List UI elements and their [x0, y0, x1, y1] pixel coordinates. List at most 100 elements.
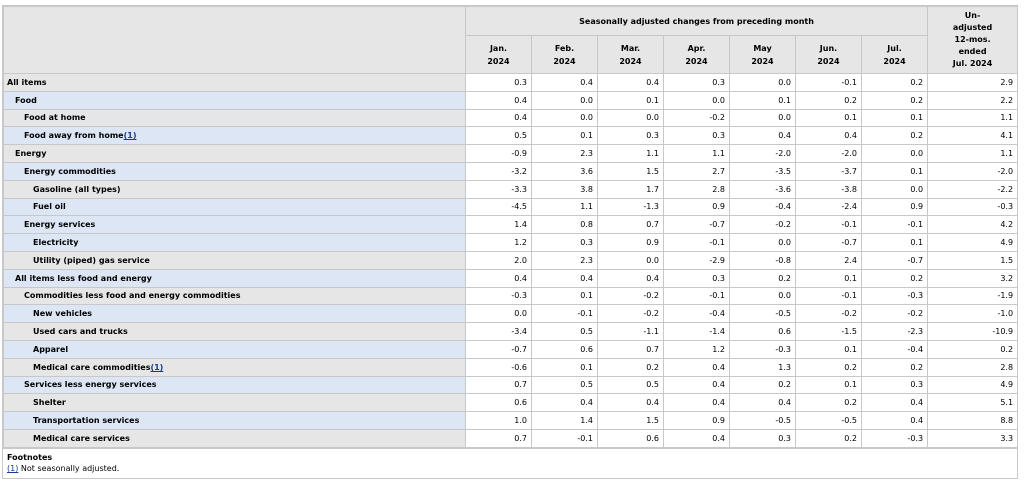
cell-monthly-change: -0.1: [663, 233, 730, 252]
cell-monthly-change: -0.7: [663, 215, 730, 235]
row-label: New vehicles: [3, 304, 466, 324]
cell-monthly-change: 0.0: [663, 90, 730, 110]
table-row: Fuel oil -4.5 1.1 -1.3 0.9 -0.4 -2.4 0.9 -0.3: [3, 197, 1019, 217]
cell-monthly-change: 0.0: [597, 250, 664, 270]
table-row: Food 0.4 0.0 0.1 0.0 0.1 0.2 0.2 2.2: [3, 90, 1019, 110]
table-row: Medical care services 0.7 -0.1 0.6 0.4 0.3 0.2…: [3, 428, 1019, 448]
table-row: Gasoline (all types) -3.3 3.8 1.7 2.8 -3.6 -3.…: [3, 179, 1019, 199]
unadjusted-header: Un- adjusted 12-mos. ended Jul. 2024: [927, 6, 1019, 74]
cell-monthly-change: 1.7: [597, 179, 664, 199]
cell-monthly-change: 0.3: [663, 268, 730, 288]
footnote-text: Not seasonally adjusted.: [18, 463, 120, 473]
cell-monthly-change: -1.3: [597, 197, 664, 217]
row-label-text: Utility (piped) gas service: [33, 255, 150, 265]
cell-monthly-change: -0.2: [597, 286, 664, 306]
cell-monthly-change: -0.3: [860, 428, 929, 448]
header-corner: [3, 6, 466, 74]
footnotes-section: Footnotes (1) Not seasonally adjusted.: [3, 447, 1017, 478]
cell-monthly-change: -0.2: [729, 215, 796, 235]
row-label-text: Food: [15, 95, 37, 105]
cell-monthly-change: -0.5: [729, 304, 796, 324]
cell-monthly-change: 0.3: [465, 73, 532, 92]
cell-unadjusted: 2.2: [927, 90, 1019, 110]
row-label-text: Energy: [15, 149, 47, 159]
table-row: All items 0.3 0.4 0.4 0.3 0.0 -0.1 0.2 2.9: [3, 73, 1019, 92]
cell-monthly-change: 0.4: [729, 126, 796, 146]
row-label: Commodities less food and energy commodi…: [3, 286, 466, 306]
cell-monthly-change: 0.7: [597, 339, 664, 359]
footnote-ref-link[interactable]: (1): [150, 362, 164, 372]
cell-monthly-change: 0.5: [531, 322, 598, 341]
table-row: Food away from home(1) 0.5 0.1 0.3 0.3 0.4 0.4…: [3, 126, 1019, 146]
cell-monthly-change: 0.1: [729, 90, 796, 110]
row-label-text: Commodities less food and energy commodi…: [24, 291, 241, 301]
cell-monthly-change: 0.1: [860, 161, 929, 181]
row-label-text: New vehicles: [33, 309, 93, 319]
row-label: Food away from home(1): [3, 126, 466, 146]
row-label: Energy commodities: [3, 161, 466, 181]
cell-monthly-change: -0.1: [860, 215, 929, 235]
row-label: Transportation services: [3, 411, 466, 430]
row-label-text: Gasoline (all types): [33, 184, 121, 194]
cell-monthly-change: -3.2: [465, 161, 532, 181]
cell-monthly-change: 0.1: [795, 268, 862, 288]
row-label-text: Electricity: [33, 238, 79, 248]
cell-monthly-change: 0.9: [597, 233, 664, 252]
cell-monthly-change: 0.8: [531, 215, 598, 235]
cell-monthly-change: 0.4: [663, 375, 730, 395]
table-row: Transportation services 1.0 1.4 1.5 0.9 -0.5-…: [3, 411, 1019, 430]
row-label: Energy services: [3, 215, 466, 235]
cell-monthly-change: 0.1: [795, 375, 862, 395]
cell-monthly-change: 0.2: [795, 428, 862, 448]
cell-monthly-change: 0.2: [729, 268, 796, 288]
cell-monthly-change: -2.4: [795, 197, 862, 217]
cell-monthly-change: 0.5: [531, 375, 598, 395]
footnote-ref-link[interactable]: (1): [123, 131, 137, 141]
table-row: Commodities less food and energy commodi…: [3, 286, 1019, 306]
row-label: All items: [3, 73, 466, 92]
cell-monthly-change: 0.9: [663, 197, 730, 217]
footnotes-heading: Footnotes: [7, 452, 53, 462]
table-row: Energy -0.9 2.3 1.1 1.1 -2.0 -2.0 0.0 1.1: [3, 144, 1019, 163]
row-label-text: Shelter: [33, 398, 66, 408]
cell-monthly-change: 1.1: [597, 144, 664, 163]
cell-unadjusted: -1.0: [927, 304, 1019, 324]
month-header-jan: Jan. 2024: [465, 35, 532, 74]
cell-monthly-change: -0.7: [795, 233, 862, 252]
cell-monthly-change: 0.0: [465, 304, 532, 324]
cell-monthly-change: 0.1: [860, 233, 929, 252]
cell-monthly-change: 0.4: [531, 393, 598, 413]
cell-monthly-change: 1.2: [465, 233, 532, 252]
cell-monthly-change: 0.4: [597, 268, 664, 288]
cell-monthly-change: 0.2: [795, 357, 862, 377]
cell-monthly-change: 0.2: [860, 73, 929, 92]
cell-monthly-change: -2.3: [860, 322, 929, 341]
cell-monthly-change: -0.4: [663, 304, 730, 324]
cell-monthly-change: 0.3: [663, 73, 730, 92]
cell-monthly-change: 0.4: [729, 393, 796, 413]
cell-monthly-change: 0.4: [663, 357, 730, 377]
cell-unadjusted: 0.2: [927, 339, 1019, 359]
month-header-feb: Feb. 2024: [531, 35, 598, 74]
table-row: Services less energy services 0.7 0.5 0.5 0.…: [3, 375, 1019, 395]
month-header-jun: Jun. 2024: [795, 35, 862, 74]
row-label: Fuel oil: [3, 197, 466, 217]
row-label: Electricity: [3, 233, 466, 252]
cell-monthly-change: 2.4: [795, 250, 862, 270]
cell-unadjusted: 2.9: [927, 73, 1019, 92]
cell-monthly-change: -0.4: [860, 339, 929, 359]
cell-monthly-change: 2.3: [531, 250, 598, 270]
cell-monthly-change: 0.0: [860, 144, 929, 163]
table-row: Apparel -0.7 0.6 0.7 1.2 -0.3 0.1 -0.4 0.2: [3, 339, 1019, 359]
cell-monthly-change: 0.4: [597, 393, 664, 413]
cell-monthly-change: 0.7: [465, 375, 532, 395]
table-row: Utility (piped) gas service 2.0 2.3 0.0 -2.9…: [3, 250, 1019, 270]
table-row: Food at home 0.4 0.0 0.0 -0.2 0.0 0.1 0.1 1.1: [3, 108, 1019, 128]
footnote-marker-link[interactable]: (1): [7, 463, 19, 473]
cell-monthly-change: -0.1: [663, 286, 730, 306]
footnote-item: (1) Not seasonally adjusted.: [7, 463, 1013, 474]
row-label: Shelter: [3, 393, 466, 413]
cell-monthly-change: 2.8: [663, 179, 730, 199]
row-label: Utility (piped) gas service: [3, 250, 466, 270]
table-row: Energy services 1.4 0.8 0.7 -0.7 -0.2 -0.1 -0.1…: [3, 215, 1019, 235]
